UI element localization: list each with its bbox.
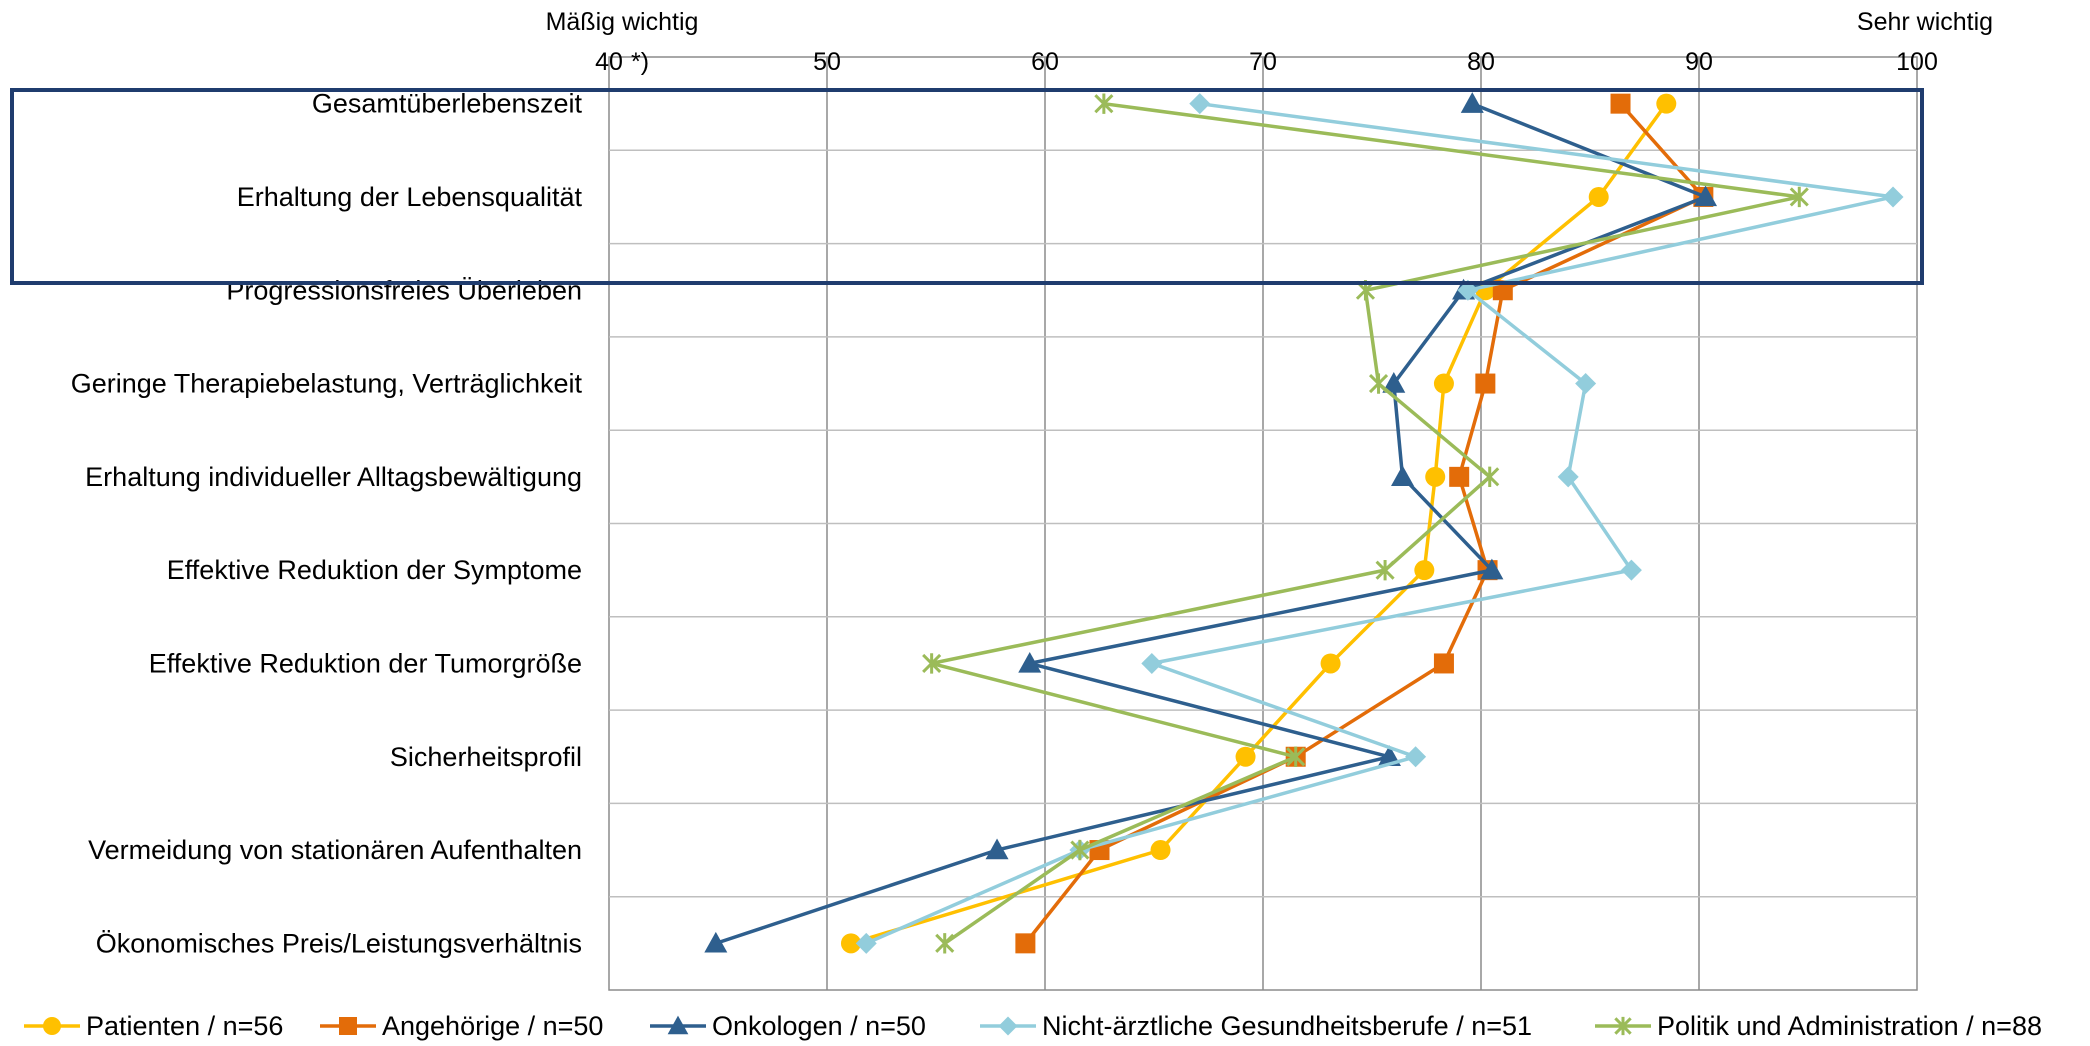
- data-point: [1235, 746, 1256, 767]
- category-label: Geringe Therapiebelastung, Verträglichke…: [71, 369, 583, 399]
- category-label: Effektive Reduktion der Tumorgröße: [149, 648, 582, 678]
- data-point: [1475, 373, 1496, 394]
- legend-label: Nicht-ärztliche Gesundheitsberufe / n=51: [1042, 1011, 1532, 1041]
- category-labels: Gesamtüberlebenszeit Erhaltung der Lebens…: [71, 89, 583, 959]
- legend-item-5: Politik und Administration / n=88: [1595, 1011, 2042, 1041]
- data-point: [339, 1017, 357, 1035]
- data-point: [1425, 466, 1446, 487]
- series-layer: [704, 92, 1904, 954]
- data-point: [1368, 373, 1389, 394]
- data-point: [1018, 651, 1042, 673]
- data-point: [1449, 466, 1470, 487]
- data-point: [840, 933, 861, 954]
- data-point: [1070, 839, 1090, 861]
- data-point: [1882, 186, 1904, 208]
- data-point: [1694, 185, 1718, 207]
- data-point: [1620, 559, 1642, 581]
- legend: Patienten / n=56 Angehörige / n=50 Onkolog…: [24, 1011, 2042, 1041]
- data-point: [922, 653, 942, 674]
- series-1: [840, 93, 1677, 954]
- data-point: [1614, 1016, 1632, 1036]
- category-label: Progressionsfreies Überleben: [226, 275, 582, 305]
- data-point: [1656, 93, 1677, 114]
- legend-item-1: Patienten / n=56: [24, 1011, 283, 1041]
- data-point: [1286, 746, 1306, 767]
- data-point: [1575, 373, 1597, 395]
- data-point: [1557, 466, 1579, 488]
- legend-label: Angehörige / n=50: [382, 1011, 603, 1041]
- legend-item-2: Angehörige / n=50: [320, 1011, 603, 1041]
- top-right-label: Sehr wichtig: [1857, 8, 1993, 36]
- x-axis-ticks: 40 50 60 70 80 90 100 *): [595, 48, 1938, 76]
- data-point: [855, 932, 877, 954]
- x-tick-label: 90: [1685, 48, 1713, 76]
- category-label: Effektive Reduktion der Symptome: [167, 555, 582, 585]
- x-tick-label: 80: [1467, 48, 1495, 76]
- category-label: Ökonomisches Preis/Leistungsverhältnis: [96, 928, 582, 958]
- data-point: [1480, 466, 1500, 488]
- grid: [608, 56, 1918, 991]
- data-point: [43, 1017, 61, 1035]
- legend-label: Onkologen / n=50: [712, 1011, 926, 1041]
- data-point: [1150, 840, 1171, 861]
- top-left-label: Mäßig wichtig: [546, 8, 699, 36]
- legend-item-3: Onkologen / n=50: [650, 1011, 926, 1041]
- data-point: [1610, 93, 1631, 114]
- category-label: Erhaltung individueller Alltagsbewältigu…: [85, 462, 582, 492]
- x-tick-label: 70: [1249, 48, 1277, 76]
- data-point: [1094, 93, 1114, 114]
- data-point: [1588, 186, 1609, 207]
- x-tick-label: 40: [595, 48, 623, 76]
- data-point: [1015, 933, 1036, 954]
- data-point: [1414, 560, 1435, 581]
- data-point: [1189, 93, 1211, 115]
- data-point: [667, 1015, 689, 1035]
- data-point: [935, 933, 955, 954]
- category-label: Vermeidung von stationären Aufenthalten: [88, 835, 582, 865]
- data-point: [704, 931, 728, 953]
- x-tick-label: 50: [813, 48, 841, 76]
- category-label: Gesamtüberlebenszeit: [312, 89, 583, 119]
- data-point: [998, 1016, 1018, 1036]
- data-point: [1789, 186, 1809, 208]
- legend-label: Politik und Administration / n=88: [1657, 1011, 2042, 1041]
- x-tick-label: 60: [1031, 48, 1059, 76]
- data-point: [1433, 373, 1454, 394]
- data-point: [1382, 372, 1406, 393]
- series-line: [929, 101, 1802, 945]
- data-point: [1320, 653, 1341, 674]
- category-label: Erhaltung der Lebensqualität: [237, 182, 583, 212]
- highlight-box: [10, 88, 1924, 285]
- data-point: [1375, 559, 1395, 581]
- category-label: Sicherheitsprofil: [390, 742, 582, 772]
- data-point: [1141, 652, 1163, 674]
- series-line: [865, 101, 1895, 946]
- data-point: [1391, 465, 1415, 487]
- data-point: [1433, 653, 1454, 674]
- data-point: [985, 838, 1009, 860]
- x-tick-label: 100: [1896, 48, 1938, 76]
- data-point: [1460, 92, 1484, 113]
- legend-label: Patienten / n=56: [86, 1011, 283, 1041]
- legend-item-4: Nicht-ärztliche Gesundheitsberufe / n=51: [980, 1011, 1532, 1041]
- x-tick-note: *): [631, 48, 649, 76]
- data-point: [1480, 558, 1504, 580]
- data-point: [1405, 746, 1427, 768]
- series-line: [850, 102, 1668, 946]
